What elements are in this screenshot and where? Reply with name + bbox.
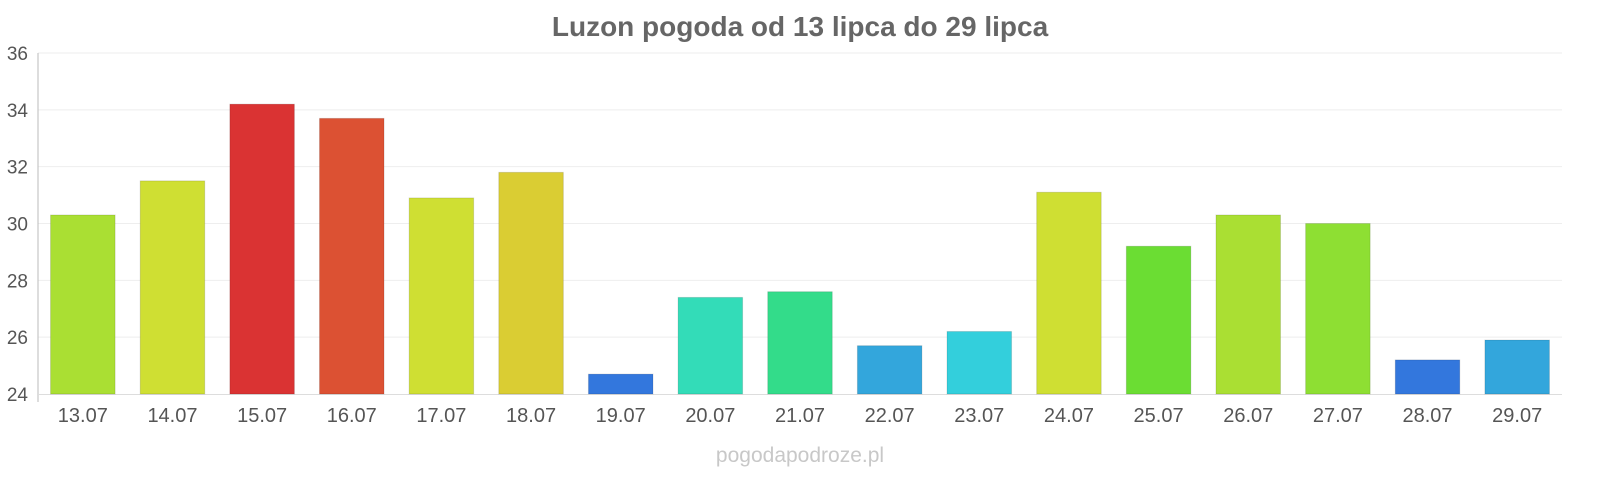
- x-tick-label: 23.07: [954, 405, 1004, 427]
- watermark-text: pogodapodroze.pl: [716, 444, 884, 467]
- bar-16.07: [318, 117, 385, 395]
- bar-24.07: [1036, 191, 1102, 395]
- chart-title: Luzon pogoda od 13 lipca do 29 lipca: [552, 11, 1049, 42]
- bar-13.07: [50, 214, 116, 395]
- x-tick-label: 16.07: [327, 405, 377, 427]
- x-tick-label: 24.07: [1044, 405, 1094, 427]
- x-tick-label: 20.07: [685, 405, 735, 427]
- bar-19.07: [587, 373, 654, 395]
- bars: [50, 103, 1550, 395]
- bar-17.07: [408, 197, 475, 395]
- x-tick-label: 22.07: [865, 405, 915, 427]
- y-tick-label: 26: [7, 328, 28, 349]
- bar-26.07: [1215, 214, 1282, 395]
- bar-15.07: [229, 103, 295, 395]
- x-tick-label: 15.07: [237, 405, 287, 427]
- y-tick-label: 36: [7, 44, 28, 65]
- bar-29.07: [1484, 339, 1550, 395]
- tick-labels: 24 26 28 30 32 34 36 13.07 14.07 15.07 16.07 17.07 1…: [7, 44, 1542, 427]
- x-tick-label: 14.07: [147, 405, 197, 427]
- bar-14.07: [139, 180, 206, 395]
- x-tick-label: 21.07: [775, 405, 825, 427]
- bar-27.07: [1305, 223, 1371, 395]
- bar-20.07: [677, 296, 744, 395]
- y-tick-label: 28: [7, 271, 28, 292]
- axes: [37, 53, 1562, 402]
- x-tick-label: 25.07: [1134, 405, 1184, 427]
- x-tick-label: 18.07: [506, 405, 556, 427]
- x-tick-label: 17.07: [416, 405, 466, 427]
- y-tick-label: 32: [7, 158, 28, 179]
- x-tick-label: 27.07: [1313, 405, 1363, 427]
- y-tick-label: 24: [7, 385, 29, 406]
- x-tick-label: 13.07: [58, 405, 108, 427]
- bar-18.07: [498, 171, 564, 395]
- bar-21.07: [767, 291, 833, 395]
- x-tick-label: 26.07: [1223, 405, 1273, 427]
- y-tick-label: 30: [7, 215, 28, 236]
- x-tick-label: 28.07: [1402, 405, 1452, 427]
- bar-23.07: [946, 330, 1013, 395]
- bar-25.07: [1125, 245, 1192, 395]
- bar-28.07: [1394, 359, 1461, 395]
- x-tick-label: 19.07: [596, 405, 646, 427]
- x-tick-label: 29.07: [1492, 405, 1542, 427]
- y-tick-label: 34: [7, 101, 29, 122]
- bar-22.07: [856, 345, 923, 395]
